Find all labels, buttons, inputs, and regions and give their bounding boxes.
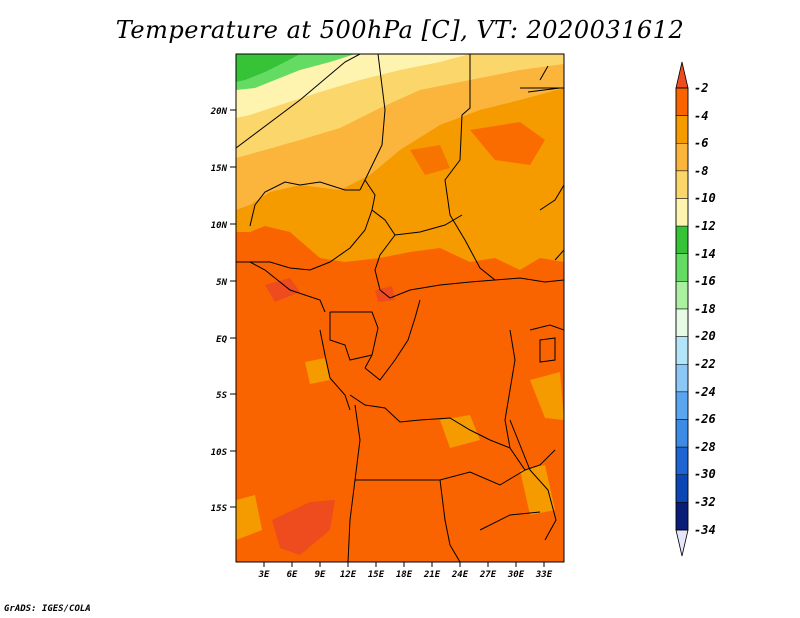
lon-tick-6e: 6E: [287, 562, 298, 580]
lon-tick-27e: 27E: [479, 562, 497, 580]
colorbar-label: -22: [694, 357, 716, 371]
lat-tick-label: 20N: [210, 107, 228, 117]
colorbar-bin: [675, 364, 689, 393]
colorbar-bin: [675, 198, 689, 227]
map-title: Temperature at 500hPa [C], VT: 202003161…: [115, 16, 685, 44]
lon-tick-label: 21E: [423, 570, 441, 580]
lon-tick-label: 15E: [368, 570, 385, 580]
lon-tick-label: 33E: [535, 570, 553, 580]
lat-tick-label: 15S: [211, 504, 228, 514]
colorbar-bin: [675, 143, 689, 172]
colorbar-bin: [675, 281, 689, 310]
lat-tick-label: 10N: [211, 221, 228, 231]
lon-tick-label: 27E: [479, 570, 497, 580]
colorbar-label: -20: [694, 329, 716, 343]
colorbar-labels: -2 -4 -6 -8 -10 -12 -14 -16 -18 -20 -22 …: [694, 81, 716, 537]
lat-tick-eq: EQ: [216, 335, 236, 345]
lon-axis: 3E 6E 9E 12E 15E 18E 21E 24E: [258, 562, 553, 580]
map-frame: [235, 53, 565, 563]
colorbar-label: -26: [694, 412, 716, 426]
lat-axis: 20N 15N 10N 5N EQ 5S 10S 15S: [210, 107, 236, 514]
lat-tick-10s: 10S: [211, 448, 236, 458]
colorbar-bottom-arrow: [675, 529, 689, 557]
colorbar-bin: [675, 446, 689, 475]
lat-tick-5n: 5N: [216, 278, 236, 288]
lon-tick-label: 3E: [258, 570, 270, 580]
colorbar-bin: [675, 419, 689, 448]
colorbar-bin: [675, 308, 689, 337]
lat-tick-label: 5S: [216, 391, 227, 401]
lon-tick-label: 24E: [451, 570, 469, 580]
colorbar-top-arrow: [675, 61, 689, 89]
colorbar-label: -14: [694, 247, 716, 261]
colorbar-bin: [675, 225, 689, 254]
temperature-field: [236, 54, 564, 562]
colorbar-label: -10: [694, 191, 716, 205]
colorbar-label: -18: [694, 302, 716, 316]
colorbar: -2 -4 -6 -8 -10 -12 -14 -16 -18 -20 -22 …: [675, 61, 716, 557]
colorbar-label: -12: [694, 219, 716, 233]
colorbar-label: -8: [694, 164, 708, 178]
colorbar-label: -16: [694, 274, 716, 288]
lon-tick-label: 12E: [340, 570, 357, 580]
colorbar-label: -34: [694, 523, 716, 537]
lat-tick-15n: 15N: [211, 164, 236, 174]
lon-tick-24e: 24E: [451, 562, 469, 580]
colorbar-label: -24: [694, 385, 716, 399]
colorbar-bin: [675, 170, 689, 199]
lat-tick-10n: 10N: [211, 221, 236, 231]
lon-tick-3e: 3E: [258, 562, 270, 580]
lat-tick-5s: 5S: [216, 391, 236, 401]
lon-tick-21e: 21E: [423, 562, 441, 580]
lon-tick-label: 30E: [507, 570, 525, 580]
colorbar-bin: [675, 391, 689, 420]
colorbar-bin: [675, 336, 689, 365]
colorbar-label: -32: [694, 495, 716, 509]
lon-tick-label: 18E: [396, 570, 413, 580]
lon-tick-18e: 18E: [396, 562, 413, 580]
lat-tick-label: 5N: [216, 278, 227, 288]
colorbar-label: -6: [694, 136, 708, 150]
colorbar-bin: [675, 115, 689, 144]
lat-tick-label: 10S: [211, 448, 228, 458]
lat-tick-label: EQ: [216, 335, 227, 345]
lon-tick-9e: 9E: [315, 562, 326, 580]
colorbar-label: -4: [694, 109, 708, 123]
colorbar-bin: [675, 502, 689, 531]
lat-tick-15s: 15S: [211, 504, 236, 514]
lat-tick-label: 15N: [211, 164, 228, 174]
lon-tick-33e: 33E: [535, 562, 553, 580]
lon-tick-15e: 15E: [368, 562, 385, 580]
colorbar-bin: [675, 87, 689, 116]
colorbar-frame: [675, 87, 689, 531]
credit-text: GrADS: IGES/COLA: [4, 604, 91, 614]
colorbar-bin: [675, 474, 689, 503]
colorbar-label: -30: [694, 467, 716, 481]
lon-tick-label: 6E: [287, 570, 298, 580]
colorbar-label: -2: [694, 81, 708, 95]
lon-tick-30e: 30E: [507, 562, 525, 580]
colorbar-label: -28: [694, 440, 716, 454]
colorbar-bin: [675, 253, 689, 282]
lon-tick-12e: 12E: [340, 562, 357, 580]
lat-tick-20n: 20N: [210, 107, 236, 117]
lon-tick-label: 9E: [315, 570, 326, 580]
country-borders: [236, 54, 564, 562]
colorbar-bins: [675, 87, 689, 531]
